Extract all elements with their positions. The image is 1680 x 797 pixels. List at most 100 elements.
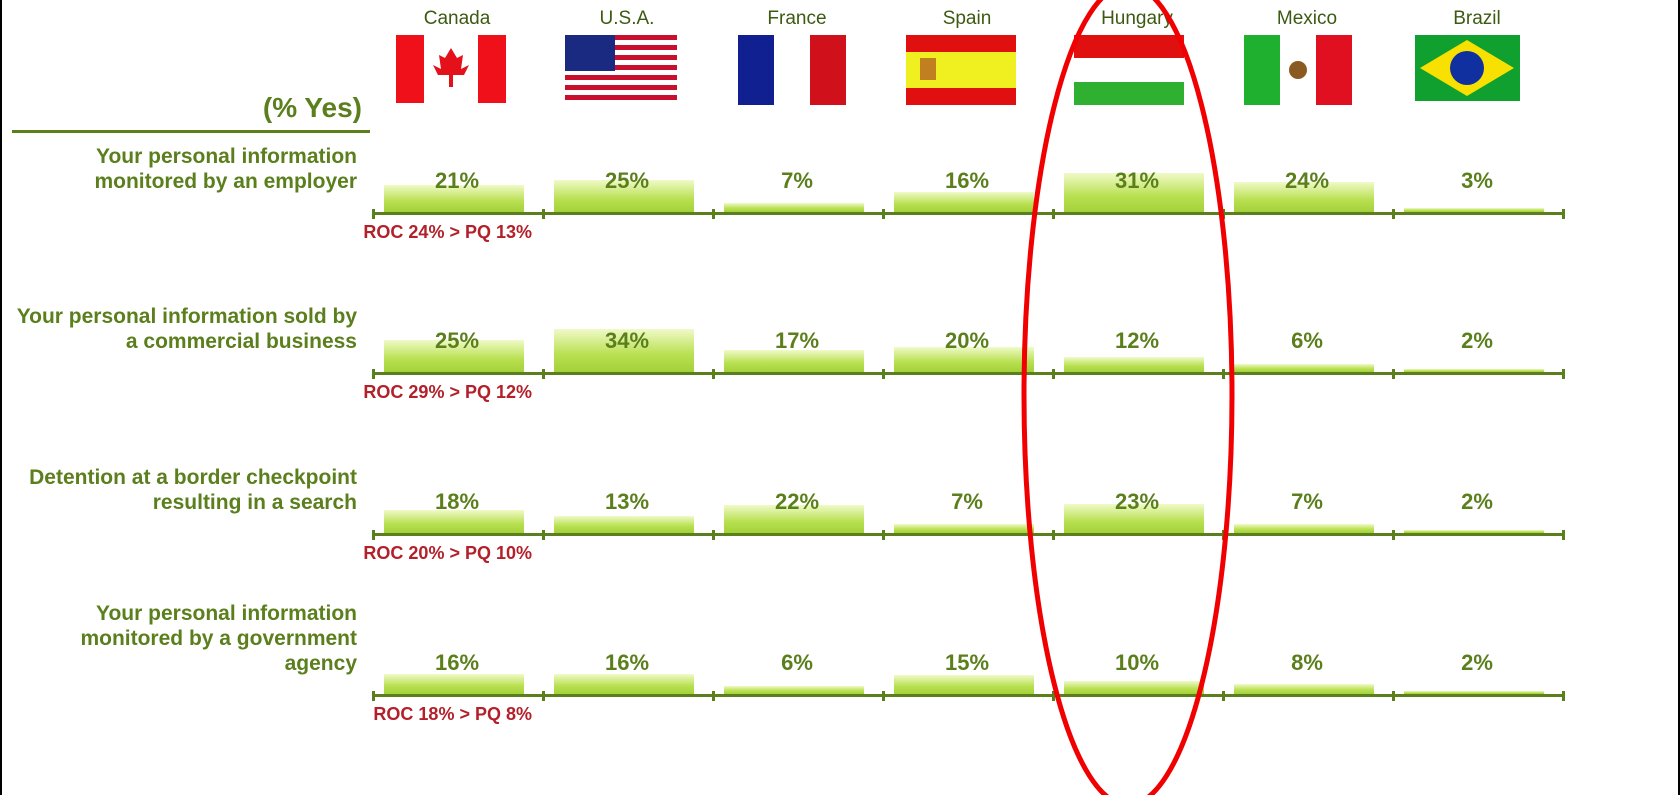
row-label: Your personal information sold by a comm… [16,305,357,353]
axis-tick [1562,209,1565,219]
country-label: Brazil [1453,8,1501,29]
value-label: 20% [944,328,990,353]
bar [1404,691,1544,694]
axis-line [372,212,1565,215]
value-label: 2% [1461,489,1493,514]
axis-tick [1392,369,1395,379]
value-label: 21% [434,168,480,193]
axis-tick [1052,369,1055,379]
bar [894,524,1034,533]
bar [1404,530,1544,533]
country-label: U.S.A. [599,8,655,29]
bar [1064,681,1204,694]
flag-usa [565,35,677,103]
bar [724,203,864,212]
axis-tick [1392,691,1395,701]
flag-mexico [1244,35,1352,105]
axis-tick [372,530,375,540]
axis-tick [1392,209,1395,219]
axis-tick [712,369,715,379]
axis-line [372,372,1565,375]
unit-label: (% Yes) [262,92,362,123]
axis-tick [542,369,545,379]
bar [1404,369,1544,372]
bar [1064,172,1204,212]
bar [894,674,1034,694]
value-label: 18% [434,489,480,514]
axis-tick [882,530,885,540]
value-label: 15% [944,650,990,675]
bar [1064,356,1204,372]
value-label: 2% [1461,328,1493,353]
value-label: 16% [434,650,480,675]
annotation: ROC 18% > PQ 8% [373,704,532,724]
axis-tick [542,209,545,219]
flag-france [738,35,846,105]
flag-hungary [1074,35,1184,105]
axis-tick [1392,530,1395,540]
axis-tick [1562,530,1565,540]
value-label: 24% [1284,168,1330,193]
bar [1234,683,1374,694]
axis-tick [712,530,715,540]
axis-tick [542,691,545,701]
axis-line [372,533,1565,536]
flag-canada [396,35,506,103]
axis-tick [372,209,375,219]
axis-tick [1052,530,1055,540]
bar [384,185,524,212]
flag-brazil [1415,35,1520,101]
value-label: 8% [1291,650,1323,675]
bar [1404,208,1544,212]
axis-tick [882,691,885,701]
row-label: Detention at a border checkpoint resulti… [29,466,357,514]
bar [1234,364,1374,372]
bar [384,673,524,694]
bar [554,180,694,212]
country-label: France [767,8,827,29]
bar [384,510,524,533]
axis-tick [882,209,885,219]
bar [554,516,694,533]
axis-tick [372,369,375,379]
value-label: 31% [1114,168,1160,193]
country-label: Canada [423,8,491,29]
annotation: ROC 20% > PQ 10% [363,543,532,563]
axis-tick [882,369,885,379]
value-label: 12% [1114,328,1160,353]
bar [724,350,864,372]
country-label: Mexico [1276,8,1338,29]
bar [724,505,864,533]
value-label: 10% [1114,650,1160,675]
axis-line [372,694,1565,697]
axis-tick [1052,691,1055,701]
bar [554,673,694,694]
row-label: Your personal information monitored by a… [80,602,357,675]
value-label: 7% [951,489,983,514]
header-rule [12,130,370,133]
axis-tick [372,691,375,701]
value-label: 13% [604,489,650,514]
bar [724,686,864,694]
highlight-ellipse [1021,0,1235,795]
bar [1064,503,1204,533]
axis-tick [542,530,545,540]
value-label: 22% [774,489,820,514]
flag-spain [906,35,1016,105]
value-label: 34% [604,328,650,353]
bar [384,340,524,372]
country-label: Spain [942,8,992,29]
value-label: 17% [774,328,820,353]
bar [1234,181,1374,212]
bar [894,346,1034,372]
value-label: 6% [1291,328,1323,353]
axis-tick [712,691,715,701]
value-label: 2% [1461,650,1493,675]
axis-tick [1052,209,1055,219]
value-label: 3% [1461,168,1493,193]
axis-tick [1562,369,1565,379]
bar [554,328,694,372]
annotation: ROC 24% > PQ 13% [363,222,532,242]
annotation: ROC 29% > PQ 12% [363,382,532,402]
